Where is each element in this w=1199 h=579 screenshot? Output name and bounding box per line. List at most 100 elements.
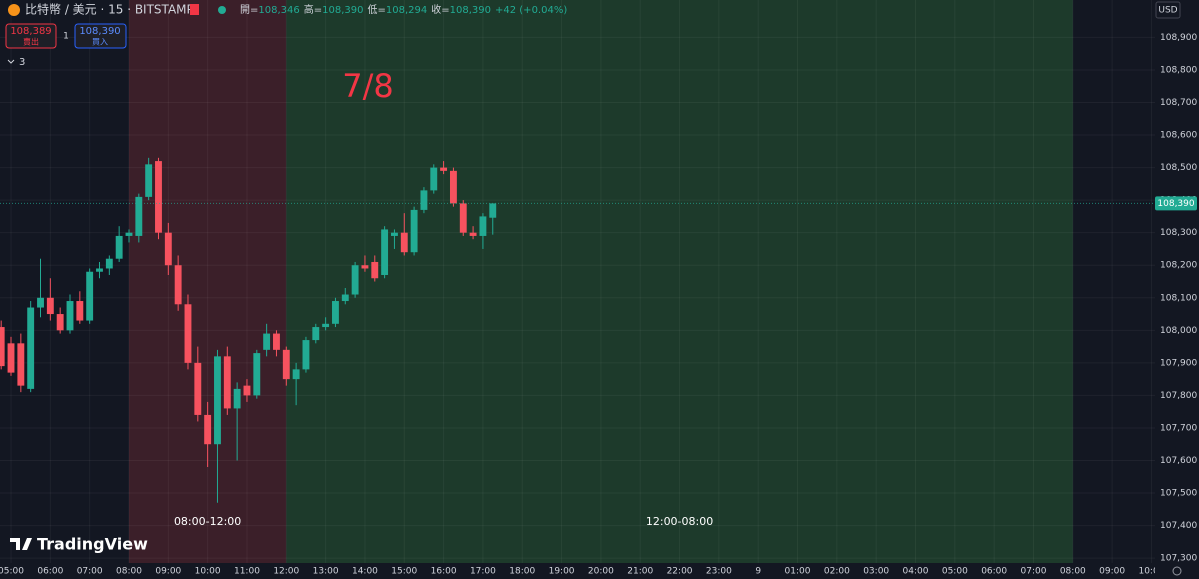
candle	[145, 157, 153, 201]
candle	[489, 203, 497, 235]
x-tick-label: 13:00	[313, 567, 339, 577]
candle	[420, 187, 428, 214]
x-tick-label: 06:00	[37, 567, 63, 577]
candle-body	[125, 232, 133, 236]
candle	[430, 164, 438, 194]
x-tick-label: 06:00	[981, 567, 1007, 577]
y-tick-label: 108,000	[1160, 326, 1197, 336]
candle-body	[223, 356, 231, 409]
settings-icon[interactable]	[1172, 566, 1182, 576]
x-tick-label: 04:00	[903, 567, 929, 577]
candle-body	[420, 190, 428, 210]
candle-body	[105, 258, 113, 269]
candle-body	[351, 265, 359, 295]
symbol[interactable]: 比特幣 / 美元 · 15 · BITSTAMP	[25, 2, 194, 17]
y-tick-label: 108,600	[1160, 131, 1197, 141]
candle	[223, 346, 231, 415]
candle	[0, 320, 5, 370]
candle-body	[312, 327, 320, 341]
candle	[56, 307, 64, 334]
candle	[282, 346, 290, 386]
sell-price: 108,389	[10, 26, 51, 37]
last-price-box	[1155, 196, 1197, 211]
x-tick-label: 12:00	[273, 567, 299, 577]
candle-body	[449, 170, 457, 204]
x-tick-label: 08:00	[116, 567, 142, 577]
candle	[125, 229, 133, 243]
y-tick-label: 108,800	[1160, 65, 1197, 75]
collapse-icon[interactable]	[7, 59, 15, 64]
candle-body	[371, 261, 379, 279]
candle	[459, 200, 467, 236]
x-tick-label: 05:00	[942, 567, 968, 577]
ohlc-value: 108,390	[450, 5, 491, 16]
buy-label: 買入	[92, 38, 108, 47]
x-tick-label: 20:00	[588, 567, 614, 577]
ohlc-label: 收=	[431, 3, 449, 16]
candle-body	[332, 301, 339, 324]
candle	[164, 222, 172, 275]
candle-body	[204, 414, 212, 445]
candle	[341, 288, 349, 305]
x-tick-label: 01:00	[785, 567, 811, 577]
candle-body	[17, 343, 25, 386]
ohlc-value: 108,346	[258, 5, 299, 16]
candle-body	[145, 164, 153, 197]
candle	[400, 213, 408, 256]
sell-button[interactable]	[5, 23, 57, 49]
candle	[27, 301, 35, 393]
x-tick-label: 09:00	[1099, 567, 1125, 577]
candle-body	[400, 232, 408, 253]
candle	[243, 379, 251, 402]
candle-body	[27, 307, 35, 389]
candle	[371, 255, 379, 282]
y-tick-label: 108,300	[1160, 228, 1197, 238]
candle-body	[115, 235, 123, 259]
ohlc-label: 低=	[368, 3, 386, 16]
candle	[390, 229, 398, 249]
candle-body	[164, 232, 172, 266]
brand-logo	[10, 538, 32, 550]
candle-body	[0, 327, 5, 367]
ohlc-label: 高=	[304, 3, 322, 16]
candle	[351, 261, 359, 298]
change: +42 (+0.04%)	[495, 5, 567, 16]
candle	[194, 346, 202, 422]
flag-icon[interactable]	[190, 4, 199, 15]
y-tick-label: 108,700	[1160, 98, 1197, 108]
y-tick-label: 108,500	[1160, 163, 1197, 173]
sell-label: 賣出	[23, 37, 39, 47]
candle	[302, 336, 310, 373]
ohlc-value: 108,390	[322, 5, 363, 16]
candle-body	[440, 167, 448, 171]
candle	[479, 213, 487, 249]
buy-button[interactable]	[74, 23, 127, 49]
status-dot	[218, 6, 226, 14]
candle-body	[390, 232, 398, 236]
ohlc-legend: 開=108,346 高=108,390 低=108,294 收=108,390 +42 …	[240, 3, 567, 16]
ohlc-label: 開=	[240, 4, 258, 16]
candle	[292, 362, 300, 406]
y-tick-label: 107,500	[1160, 489, 1197, 499]
candle-body	[96, 268, 103, 272]
candle-body	[214, 356, 221, 445]
candle-body	[233, 388, 241, 409]
candle-body	[469, 232, 477, 236]
candle-body	[322, 323, 330, 328]
candle-body	[194, 362, 202, 415]
candle	[263, 323, 271, 357]
x-tick-label: 08:00	[1060, 567, 1086, 577]
currency-box[interactable]	[1155, 1, 1181, 19]
candle-body	[174, 265, 182, 305]
candle-body	[302, 340, 310, 370]
candle-body	[66, 301, 74, 331]
candle	[96, 261, 103, 279]
candle-body	[430, 167, 438, 191]
indicator-count[interactable]: 3	[19, 57, 25, 68]
y-tick-label: 107,400	[1160, 521, 1197, 531]
y-tick-label: 107,300	[1160, 554, 1197, 564]
candle	[332, 297, 339, 328]
candle	[253, 349, 261, 399]
candle-body	[273, 333, 280, 350]
